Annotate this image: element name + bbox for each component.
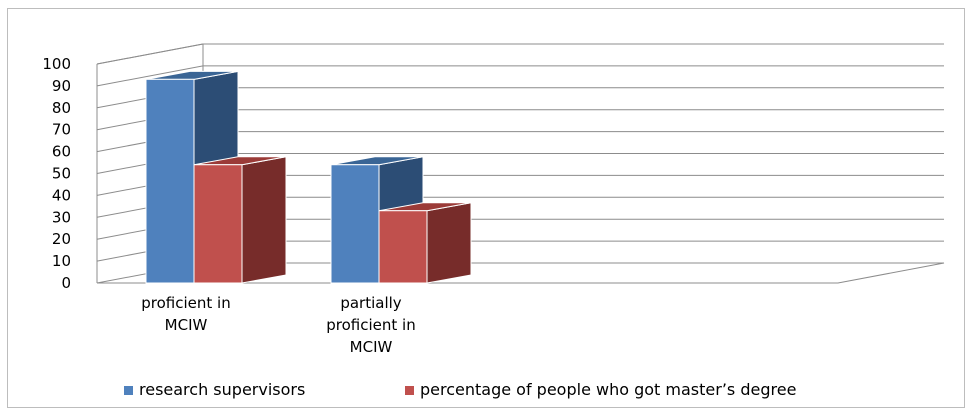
legend-label: percentage of people who got master’s de… [420,380,796,399]
x-category-label-line: proficient in [326,316,415,334]
bar-front [145,78,195,284]
x-category-label: partially proficient in MCIW [326,294,415,356]
legend-swatch [124,386,133,395]
y-tick-label: 20 [52,230,71,248]
y-tick-label: 90 [52,77,71,95]
bar-front [193,164,243,284]
x-category-label-line: proficient in [141,294,230,312]
x-category-label: proficient in MCIW [141,294,230,334]
chart-frame [7,8,965,408]
x-category-label-line: MCIW [165,316,208,334]
bar-side [241,156,287,284]
x-category-label-line: partially [340,294,401,312]
legend-swatch [405,386,414,395]
y-tick-label: 0 [61,274,71,292]
bar-front [378,210,428,284]
y-axis-ticks: 0 10 20 30 40 50 60 70 80 90 100 [42,55,71,292]
y-tick-label: 40 [52,186,71,204]
legend-label: research supervisors [139,380,305,399]
bar-front [330,164,380,284]
gridline-side [96,43,204,65]
gridline-side [96,65,204,87]
y-tick-label: 100 [42,55,71,73]
x-axis-labels: proficient in MCIW partially proficient in M… [141,294,415,356]
y-tick-label: 60 [52,143,71,161]
y-tick-label: 10 [52,252,71,270]
y-tick-label: 70 [52,121,71,139]
legend: research supervisors percentage of people… [124,380,796,399]
x-category-label-line: MCIW [350,338,393,356]
bar-percentage-masters [378,202,472,284]
y-tick-label: 50 [52,165,71,183]
bar-side [426,202,472,284]
bars [145,70,472,284]
y-tick-label: 30 [52,208,71,226]
y-tick-label: 80 [52,99,71,117]
bar-percentage-masters [193,156,287,284]
